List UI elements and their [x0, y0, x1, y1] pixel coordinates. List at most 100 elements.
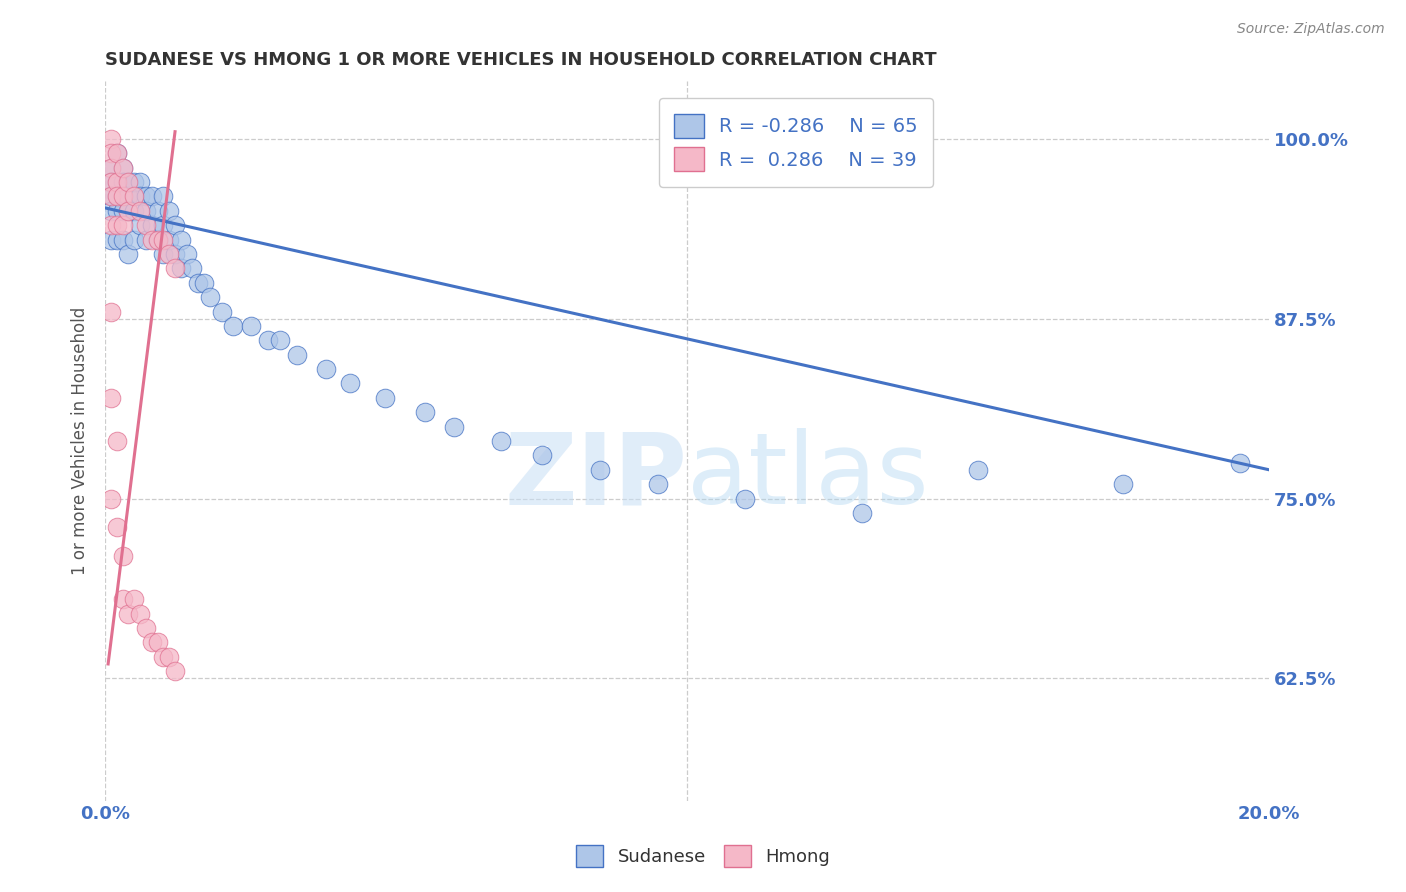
Point: [117, 607, 139, 621]
Point: [124, 175, 146, 189]
Point: [105, 218, 128, 232]
Point: [141, 233, 163, 247]
Text: Source: ZipAtlas.com: Source: ZipAtlas.com: [1237, 22, 1385, 37]
Point: [100, 218, 122, 232]
Point: [100, 391, 122, 405]
Point: [146, 233, 169, 247]
Point: [146, 635, 169, 649]
Point: [111, 161, 134, 175]
Text: atlas: atlas: [688, 428, 929, 525]
Point: [181, 261, 204, 276]
Point: [111, 203, 134, 218]
Point: [111, 549, 134, 563]
Point: [105, 434, 128, 448]
Point: [100, 175, 122, 189]
Point: [315, 362, 337, 376]
Point: [111, 218, 134, 232]
Text: ZIP: ZIP: [505, 428, 688, 525]
Point: [105, 189, 128, 203]
Point: [124, 592, 146, 607]
Point: [105, 203, 128, 218]
Point: [100, 189, 122, 203]
Point: [105, 189, 128, 203]
Point: [157, 203, 180, 218]
Legend: R = -0.286    N = 65, R =  0.286    N = 39: R = -0.286 N = 65, R = 0.286 N = 39: [659, 98, 934, 186]
Point: [117, 175, 139, 189]
Point: [129, 218, 152, 232]
Point: [152, 189, 174, 203]
Point: [100, 304, 122, 318]
Point: [117, 175, 139, 189]
Point: [111, 175, 134, 189]
Point: [257, 333, 280, 347]
Point: [105, 175, 128, 189]
Point: [1229, 456, 1251, 470]
Point: [339, 376, 361, 391]
Point: [269, 333, 291, 347]
Point: [111, 233, 134, 247]
Point: [100, 146, 122, 161]
Point: [105, 146, 128, 161]
Point: [105, 520, 128, 534]
Point: [176, 247, 198, 261]
Point: [193, 276, 215, 290]
Point: [239, 318, 262, 333]
Point: [100, 132, 122, 146]
Point: [135, 233, 157, 247]
Point: [163, 261, 186, 276]
Point: [152, 649, 174, 664]
Point: [141, 635, 163, 649]
Point: [141, 189, 163, 203]
Point: [105, 233, 128, 247]
Point: [163, 664, 186, 678]
Point: [163, 247, 186, 261]
Point: [135, 218, 157, 232]
Point: [129, 175, 152, 189]
Point: [129, 203, 152, 218]
Point: [152, 233, 174, 247]
Point: [100, 161, 122, 175]
Point: [851, 506, 873, 520]
Point: [124, 189, 146, 203]
Point: [285, 348, 308, 362]
Point: [117, 203, 139, 218]
Point: [152, 247, 174, 261]
Point: [146, 203, 169, 218]
Point: [135, 621, 157, 635]
Point: [111, 592, 134, 607]
Point: [187, 276, 209, 290]
Point: [141, 218, 163, 232]
Point: [100, 189, 122, 203]
Point: [163, 218, 186, 232]
Point: [157, 233, 180, 247]
Point: [135, 203, 157, 218]
Point: [647, 477, 669, 491]
Point: [129, 189, 152, 203]
Point: [135, 189, 157, 203]
Point: [124, 203, 146, 218]
Point: [117, 203, 139, 218]
Point: [443, 419, 465, 434]
Point: [1112, 477, 1135, 491]
Legend: Sudanese, Hmong: Sudanese, Hmong: [568, 838, 838, 874]
Point: [967, 463, 990, 477]
Point: [117, 189, 139, 203]
Point: [589, 463, 612, 477]
Point: [100, 491, 122, 506]
Point: [100, 175, 122, 189]
Point: [111, 189, 134, 203]
Point: [222, 318, 245, 333]
Point: [124, 233, 146, 247]
Point: [157, 247, 180, 261]
Point: [105, 175, 128, 189]
Point: [117, 247, 139, 261]
Point: [198, 290, 221, 304]
Point: [413, 405, 436, 419]
Point: [100, 161, 122, 175]
Point: [100, 203, 122, 218]
Point: [170, 261, 193, 276]
Point: [530, 449, 553, 463]
Point: [489, 434, 512, 448]
Point: [100, 233, 122, 247]
Point: [734, 491, 756, 506]
